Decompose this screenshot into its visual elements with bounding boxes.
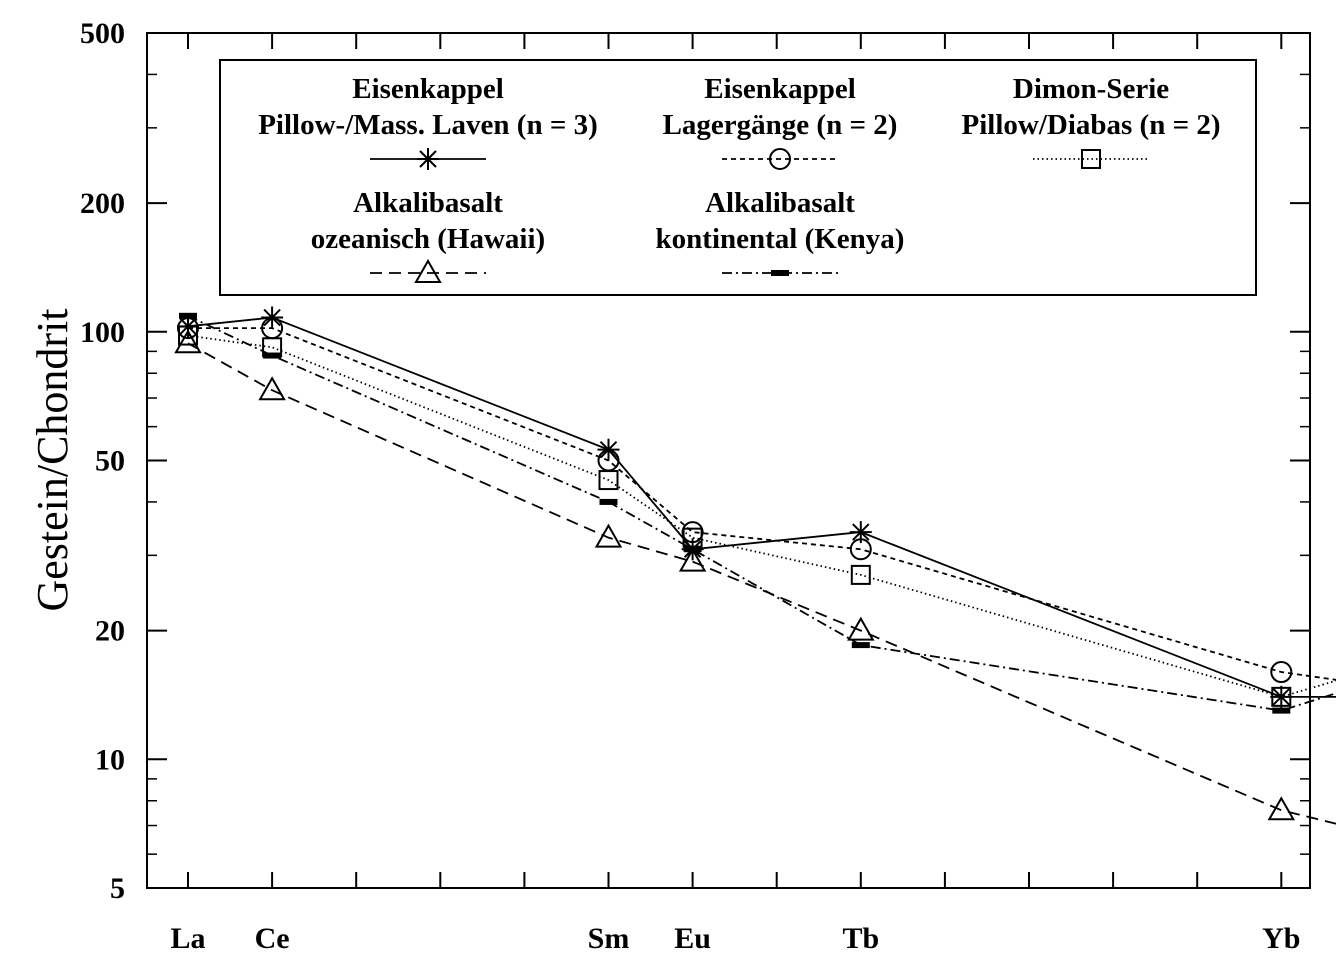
- legend-label-line1: Eisenkappel: [704, 73, 856, 105]
- data-point-asterisk: [681, 538, 704, 561]
- x-tick-label: Yb: [1262, 922, 1300, 955]
- series-line: [187, 334, 1336, 698]
- data-point-bar: [599, 498, 618, 505]
- y-tick-label: 500: [80, 17, 125, 50]
- data-point-bar: [771, 270, 789, 276]
- series-5: [179, 312, 1336, 714]
- data-point-asterisk: [849, 521, 872, 544]
- series-line: [187, 342, 1336, 825]
- legend-box: [219, 59, 1257, 296]
- data-point-asterisk: [261, 306, 284, 329]
- legend-entry-1: Eisenkappel Pillow-/Mass. Laven (n = 3): [258, 73, 598, 170]
- data-point-triangle: [847, 616, 875, 641]
- y-axis: 5 10 20 50 100 200 500: [80, 17, 1310, 905]
- data-point-asterisk: [597, 438, 620, 461]
- legend-label-line1: Alkalibasalt: [705, 187, 855, 219]
- data-point-asterisk: [1270, 685, 1293, 708]
- series-line: [187, 316, 1336, 698]
- legend-label-line1: Eisenkappel: [352, 73, 504, 105]
- bar-marker-shape: [771, 270, 789, 276]
- legend-entry-4: Alkalibasalt ozeanisch (Hawaii): [311, 187, 545, 283]
- data-point-triangle: [594, 523, 623, 548]
- data-point-bar: [1272, 707, 1291, 714]
- series-layer: [174, 306, 1336, 825]
- legend-label-line2: ozeanisch (Hawaii): [311, 223, 545, 255]
- y-tick-label: 20: [95, 615, 125, 648]
- data-point-asterisk: [177, 315, 199, 338]
- legend-label-line1: Dimon-Serie: [1013, 73, 1169, 105]
- bar-marker-shape: [1272, 707, 1291, 714]
- y-tick-label: 5: [110, 872, 125, 905]
- y-tick-label: 10: [95, 743, 125, 776]
- x-tick-label: Sm: [588, 922, 630, 955]
- series-4: [174, 329, 1336, 825]
- legend-entry-5: Alkalibasalt kontinental (Kenya): [656, 187, 905, 276]
- series-1: [177, 306, 1336, 708]
- data-point-square: [850, 564, 871, 585]
- legend-entry-3: Dimon-Serie Pillow/Diabas (n = 2): [961, 73, 1221, 169]
- y-tick-label: 200: [80, 187, 125, 220]
- x-tick-label: La: [170, 922, 205, 955]
- x-tick-label: Ce: [255, 922, 290, 955]
- data-point-circle: [1270, 661, 1293, 684]
- series-3: [178, 325, 1336, 707]
- x-tick-label: Tb: [842, 922, 879, 955]
- y-tick-label: 50: [95, 445, 125, 478]
- legend-label-line2: Pillow-/Mass. Laven (n = 3): [258, 109, 598, 141]
- y-tick-label: 100: [80, 316, 125, 349]
- bar-marker-shape: [851, 642, 870, 649]
- data-point-triangle: [258, 376, 286, 401]
- bar-marker-shape: [599, 498, 618, 505]
- series-2: [177, 317, 1336, 684]
- data-point-triangle: [1267, 796, 1296, 821]
- legend-label-line1: Alkalibasalt: [353, 187, 503, 219]
- legend-label-line2: Lagergänge (n = 2): [663, 109, 898, 141]
- data-point-square: [1081, 149, 1101, 169]
- y-axis-title: Gestein/Chondrit: [28, 308, 77, 611]
- data-point-triangle: [414, 258, 442, 283]
- data-point-triangle: [678, 547, 707, 572]
- x-axis: LaCeSmEuTbYbLu: [170, 33, 1300, 955]
- series-line: [188, 327, 1336, 681]
- x-tick-label: Eu: [674, 922, 711, 955]
- legend-label-line2: kontinental (Kenya): [656, 223, 905, 255]
- data-point-triangle: [174, 329, 202, 354]
- data-point-asterisk: [417, 148, 439, 170]
- data-point-circle: [769, 148, 791, 170]
- data-point-bar: [851, 642, 870, 649]
- legend-entry-2: Eisenkappel Lagergänge (n = 2): [663, 73, 898, 170]
- legend-label-line2: Pillow/Diabas (n = 2): [961, 109, 1220, 141]
